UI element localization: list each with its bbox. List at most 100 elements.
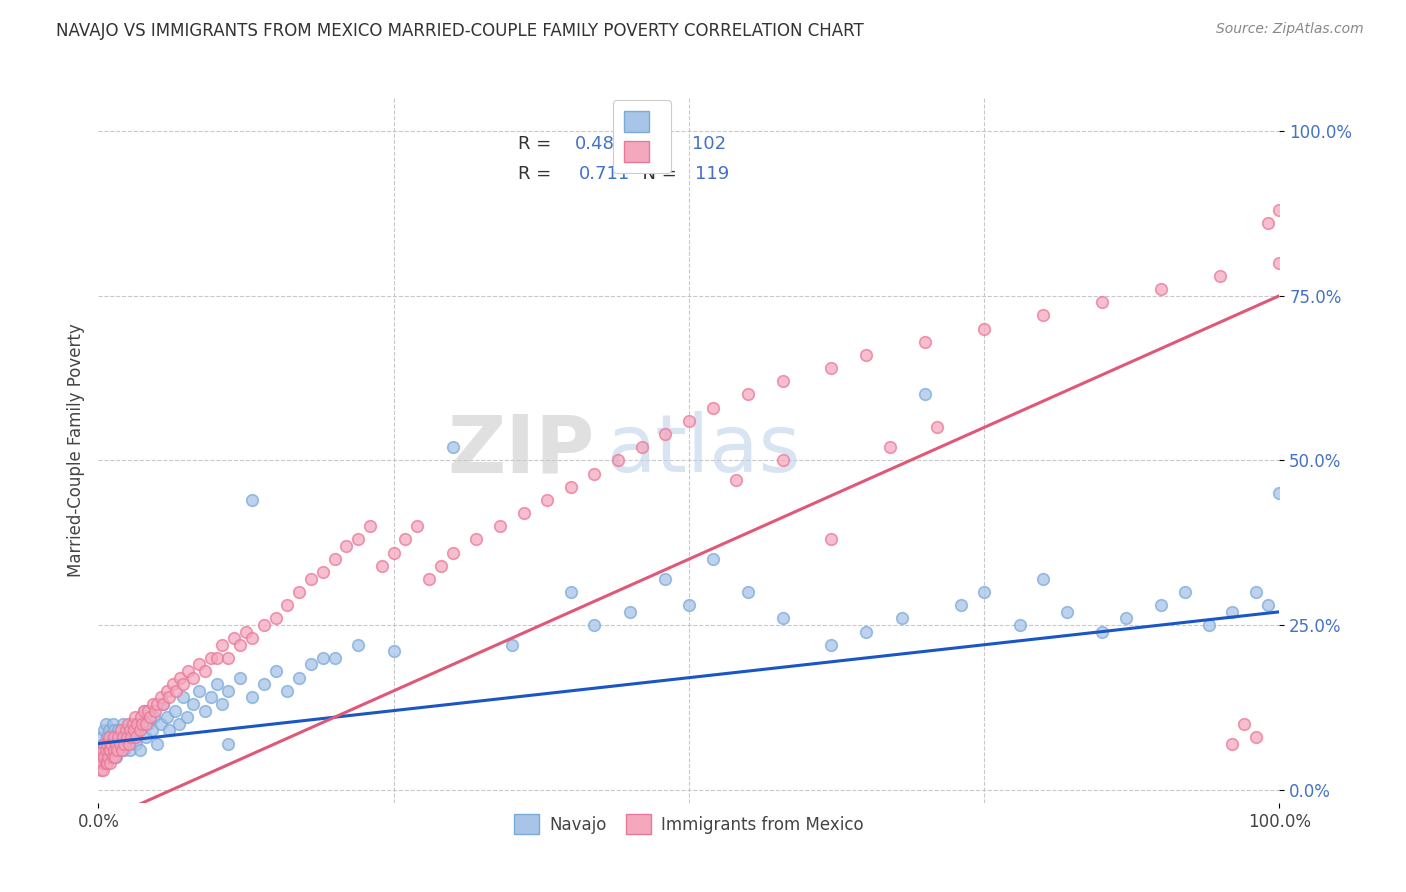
Point bbox=[105, 743, 128, 757]
Text: ZIP: ZIP bbox=[447, 411, 595, 490]
Point bbox=[96, 730, 118, 744]
Point bbox=[101, 716, 124, 731]
Point bbox=[103, 730, 125, 744]
Point bbox=[169, 671, 191, 685]
Point bbox=[91, 730, 114, 744]
Point bbox=[127, 716, 149, 731]
Text: Source: ZipAtlas.com: Source: ZipAtlas.com bbox=[1216, 22, 1364, 37]
Point bbox=[125, 730, 148, 744]
Text: NAVAJO VS IMMIGRANTS FROM MEXICO MARRIED-COUPLE FAMILY POVERTY CORRELATION CHART: NAVAJO VS IMMIGRANTS FROM MEXICO MARRIED… bbox=[56, 22, 865, 40]
Point bbox=[211, 638, 233, 652]
Point bbox=[90, 763, 112, 777]
Point bbox=[229, 671, 252, 685]
Point bbox=[131, 716, 153, 731]
Point bbox=[91, 743, 114, 757]
Point bbox=[725, 473, 748, 487]
Point bbox=[104, 749, 127, 764]
Point bbox=[489, 519, 512, 533]
Point bbox=[382, 545, 405, 559]
Point bbox=[139, 710, 162, 724]
Point bbox=[103, 737, 125, 751]
Point bbox=[1209, 268, 1232, 283]
Point bbox=[105, 730, 128, 744]
Point bbox=[112, 737, 135, 751]
Point bbox=[347, 638, 370, 652]
Point bbox=[194, 704, 217, 718]
Point bbox=[441, 545, 464, 559]
Point bbox=[111, 743, 134, 757]
Point bbox=[914, 387, 936, 401]
Point bbox=[217, 683, 239, 698]
Point bbox=[1268, 203, 1291, 218]
Point bbox=[406, 519, 429, 533]
Point bbox=[194, 664, 217, 678]
Text: atlas: atlas bbox=[606, 411, 800, 490]
Point bbox=[141, 723, 163, 738]
Point bbox=[98, 743, 121, 757]
Point bbox=[115, 730, 138, 744]
Point bbox=[146, 737, 169, 751]
Point bbox=[702, 552, 724, 566]
Point bbox=[108, 737, 131, 751]
Point bbox=[536, 492, 558, 507]
Point bbox=[156, 683, 179, 698]
Point bbox=[165, 704, 187, 718]
Point bbox=[94, 716, 117, 731]
Point bbox=[110, 730, 132, 744]
Point bbox=[94, 743, 117, 757]
Point bbox=[973, 321, 995, 335]
Point bbox=[118, 723, 141, 738]
Point bbox=[150, 716, 173, 731]
Point bbox=[118, 737, 141, 751]
Point bbox=[925, 420, 948, 434]
Point bbox=[205, 677, 228, 691]
Point bbox=[93, 723, 115, 738]
Point bbox=[312, 651, 335, 665]
Point bbox=[772, 374, 794, 388]
Point bbox=[1032, 572, 1054, 586]
Point bbox=[240, 690, 263, 705]
Point bbox=[240, 492, 263, 507]
Point bbox=[121, 716, 143, 731]
Point bbox=[98, 737, 121, 751]
Point bbox=[98, 743, 121, 757]
Point bbox=[96, 737, 118, 751]
Point bbox=[217, 737, 239, 751]
Point bbox=[441, 440, 464, 454]
Point bbox=[124, 710, 146, 724]
Point bbox=[276, 683, 298, 698]
Point bbox=[949, 599, 972, 613]
Point bbox=[96, 756, 118, 771]
Point bbox=[135, 716, 157, 731]
Point bbox=[654, 572, 676, 586]
Point bbox=[512, 506, 534, 520]
Point bbox=[772, 453, 794, 467]
Point bbox=[91, 756, 114, 771]
Point bbox=[165, 683, 187, 698]
Point bbox=[187, 657, 209, 672]
Point bbox=[112, 716, 135, 731]
Text: 102: 102 bbox=[693, 135, 727, 153]
Point bbox=[359, 519, 381, 533]
Point bbox=[107, 723, 129, 738]
Point bbox=[152, 697, 174, 711]
Point bbox=[91, 756, 114, 771]
Point bbox=[108, 743, 131, 757]
Point bbox=[167, 716, 190, 731]
Point bbox=[177, 664, 200, 678]
Point bbox=[371, 558, 394, 573]
Point bbox=[91, 743, 114, 757]
Point bbox=[94, 756, 117, 771]
Point bbox=[97, 737, 120, 751]
Point bbox=[120, 723, 142, 738]
Point bbox=[98, 723, 121, 738]
Point bbox=[134, 704, 156, 718]
Point bbox=[117, 716, 139, 731]
Point bbox=[299, 572, 322, 586]
Point bbox=[97, 749, 120, 764]
Point bbox=[323, 552, 346, 566]
Point bbox=[98, 749, 121, 764]
Text: 0.482: 0.482 bbox=[575, 135, 626, 153]
Point bbox=[276, 599, 298, 613]
Y-axis label: Married-Couple Family Poverty: Married-Couple Family Poverty bbox=[66, 324, 84, 577]
